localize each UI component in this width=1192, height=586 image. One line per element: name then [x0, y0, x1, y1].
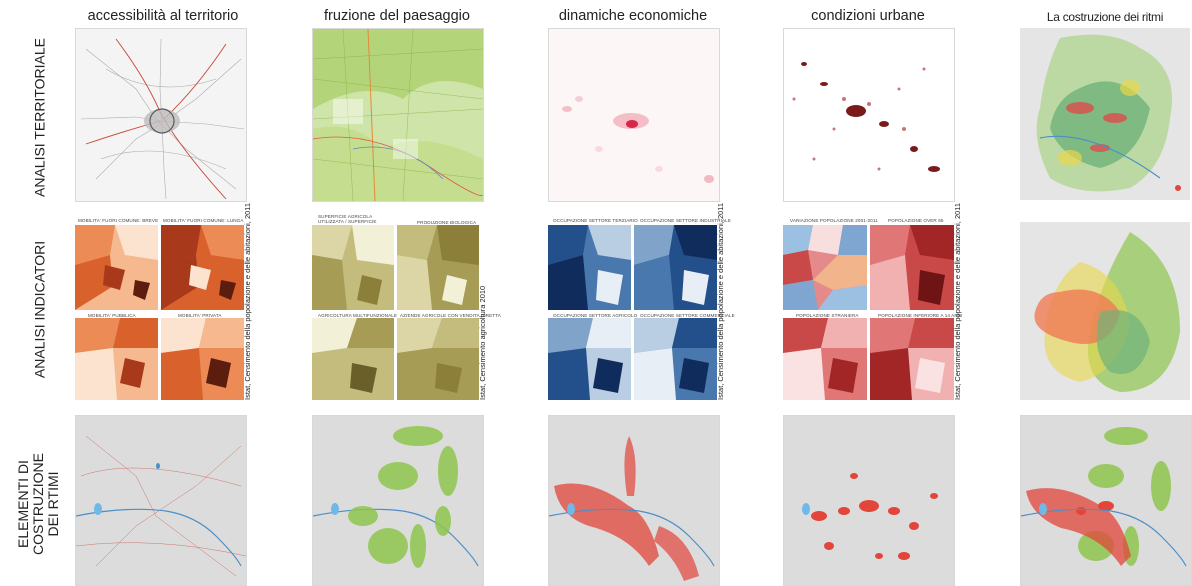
caption-eco-4: OCCUPAZIONE SETTORE COMMERCIALE — [640, 313, 735, 318]
caption-urb-3: POPOLAZIONE STRANIERA — [796, 313, 859, 318]
map-rhythm-economy — [548, 415, 720, 586]
map-rhythm-accessibility — [75, 415, 247, 586]
caption-eco-3: OCCUPAZIONE SETTORE AGRICOLO — [553, 313, 638, 318]
choropleth-land-organic — [397, 225, 479, 310]
choropleth-land-direct — [397, 318, 479, 400]
caption-land-4: AZIENDE AGRICOLE CON VENDITA DIRETTA — [400, 313, 501, 318]
map-economic-dynamics — [548, 28, 720, 202]
choropleth-urb-variation — [783, 225, 867, 310]
caption-eco-1: OCCUPAZIONE SETTORE TERZIARIO — [553, 218, 638, 223]
row-label-line-3: DEI RTIMI — [45, 471, 61, 537]
map-urban-conditions — [783, 28, 955, 202]
choropleth-acc-private — [161, 318, 244, 400]
choropleth-eco-agri — [548, 318, 631, 400]
choropleth-acc-long — [161, 225, 244, 310]
source-land: Istat, Censimento agricoltura 2010 — [478, 285, 487, 400]
row-label-indicators: ANALISI INDICATORI — [31, 240, 48, 379]
caption-acc-2: MOBILITA' FUORI COMUNE: LUNGA — [163, 218, 244, 223]
source-acc: Istat, Censimento della popolazione e de… — [243, 202, 252, 400]
caption-acc-3: MOBILITA' PUBBLICA — [88, 313, 136, 318]
column-title-rhythms: La costruzione dei ritmi — [1046, 10, 1164, 24]
caption-urb-4: POPOLAZIONE INFERIORE A 14 ANNI — [878, 313, 963, 318]
choropleth-acc-short — [75, 225, 158, 310]
choropleth-acc-public — [75, 318, 158, 400]
caption-land-3: AGRICOLTURA MULTIFUNZIONALE — [318, 313, 398, 318]
choropleth-eco-tertiary — [548, 225, 631, 310]
choropleth-land-multi — [312, 318, 394, 400]
choropleth-land-sau — [312, 225, 394, 310]
column-title-economy: dinamiche economiche — [558, 8, 708, 24]
choropleth-urb-over65 — [870, 225, 954, 310]
caption-eco-2: OCCUPAZIONE SETTORE INDUSTRIALE — [640, 218, 731, 223]
caption-land-2: PRODUZIONE BIOLOGICA — [417, 220, 477, 225]
map-rhythm-urban — [783, 415, 955, 586]
map-accessibility-network — [75, 28, 247, 202]
caption-urb-2: POPOLAZIONE OVER 65 — [888, 218, 944, 223]
choropleth-urb-under14 — [870, 318, 954, 400]
choropleth-eco-commercial — [634, 318, 717, 400]
map-landscape-fruition — [312, 28, 484, 202]
row-label-territorial: ANALISI TERRITORIALE — [31, 38, 48, 197]
row-label-rhythm-elements: ELEMENTI DI COSTRUZIONE DEI RTIMI — [15, 429, 64, 579]
source-eco: Istat, Censimento della popolazione e de… — [716, 202, 725, 400]
column-title-accessibility: accessibilità al territorio — [87, 8, 239, 24]
column-title-landscape: fruzione del paesaggio — [324, 8, 470, 24]
map-rhythm-indicators — [1020, 222, 1190, 400]
row-label-line-1: ELEMENTI DI — [15, 460, 31, 548]
source-urb: Istat, Censimento della popolazione e de… — [953, 202, 962, 400]
caption-urb-1: VARIAZIONE POPOLAZIONE 2001-2011 — [790, 218, 878, 223]
caption-acc-4: MOBILITA' PRIVATA — [178, 313, 222, 318]
map-rhythm-composite — [1020, 415, 1192, 586]
row-label-line-2: COSTRUZIONE — [30, 453, 46, 555]
choropleth-urb-foreign — [783, 318, 867, 400]
map-rhythm-synthesis — [1020, 28, 1190, 200]
choropleth-eco-industrial — [634, 225, 717, 310]
map-rhythm-landscape — [312, 415, 484, 586]
column-title-urban: condizioni urbane — [811, 8, 925, 24]
caption-acc-1: MOBILITA' FUORI COMUNE: BREVE — [78, 218, 159, 223]
